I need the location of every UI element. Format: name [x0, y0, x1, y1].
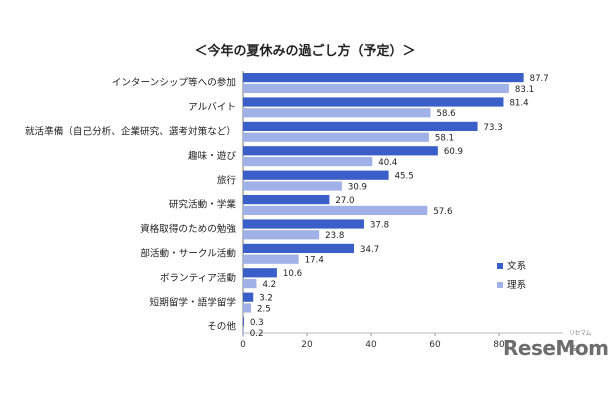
category-label: 短期留学・語学留学	[150, 296, 237, 308]
bar	[243, 97, 504, 107]
bar	[243, 292, 254, 302]
bar	[243, 279, 257, 289]
category-label: 趣味・遊び	[188, 150, 236, 162]
x-tick-label: 0	[240, 340, 246, 350]
category-label: 就活準備（自己分析、企業研究、選考対策など）	[25, 126, 236, 138]
data-label: 45.5	[395, 172, 414, 182]
data-label: 87.7	[530, 74, 549, 84]
resemom-logo: ReseMom リセマム	[503, 330, 609, 360]
data-label: 34.7	[360, 245, 379, 255]
data-label: 81.4	[509, 98, 528, 108]
category-label: 旅行	[217, 174, 237, 186]
bar	[243, 205, 428, 215]
legend-label: 理系	[507, 280, 526, 291]
data-label: 60.9	[444, 147, 463, 157]
bar	[243, 254, 299, 264]
data-label: 0.3	[250, 318, 264, 328]
data-label: 2.5	[257, 304, 271, 314]
category-label: 部活動・サークル活動	[140, 248, 236, 260]
bar	[243, 268, 277, 278]
bar	[243, 303, 251, 313]
bar	[243, 181, 342, 191]
category-label: アルバイト	[188, 102, 236, 113]
data-label: 3.2	[259, 294, 273, 304]
bar	[243, 73, 524, 83]
data-label: 0.2	[250, 329, 264, 339]
bar	[243, 195, 330, 205]
data-label: 58.1	[435, 134, 454, 144]
x-tick-label: 20	[301, 340, 313, 350]
category-label: 研究活動・学業	[169, 199, 237, 211]
logo-small-text: リセマム	[569, 330, 592, 337]
data-label: 37.8	[370, 220, 389, 230]
data-label: 58.6	[437, 109, 456, 119]
bar	[243, 170, 389, 180]
bar	[243, 132, 429, 142]
bar	[243, 157, 373, 167]
x-tick-label: 40	[365, 340, 377, 350]
bar	[243, 146, 438, 156]
category-label: ボランティア活動	[160, 272, 236, 284]
data-label: 73.3	[484, 123, 503, 133]
data-label: 30.9	[348, 182, 367, 192]
legend-swatch	[497, 282, 503, 288]
x-tick-label: 80	[493, 340, 505, 350]
category-label: その他	[207, 321, 236, 333]
bar	[243, 230, 320, 240]
data-label: 17.4	[305, 256, 324, 266]
bar	[243, 243, 355, 253]
data-label: 10.6	[283, 269, 302, 279]
data-label: 83.1	[515, 85, 534, 95]
bar	[243, 317, 244, 327]
data-label: 57.6	[433, 207, 452, 217]
x-axis-unit: (%)	[566, 344, 580, 353]
bar	[243, 327, 244, 337]
category-label: インターンシップ等への参加	[112, 77, 236, 89]
bar	[243, 108, 431, 118]
data-label: 4.2	[262, 280, 276, 290]
data-label: 23.8	[325, 231, 344, 241]
data-label: 27.0	[335, 196, 354, 206]
x-tick-label: 60	[429, 340, 441, 350]
chart-title: ＜今年の夏休みの過ごし方（予定）＞	[194, 44, 416, 59]
logo-text: ReseMom	[503, 336, 609, 360]
bar	[243, 219, 364, 229]
legend-label: 文系	[507, 260, 526, 272]
legend-swatch	[497, 263, 503, 269]
bar	[243, 83, 509, 93]
category-label: 資格取得のための勉強	[140, 223, 236, 235]
bar	[243, 121, 478, 131]
data-label: 40.4	[378, 158, 397, 168]
